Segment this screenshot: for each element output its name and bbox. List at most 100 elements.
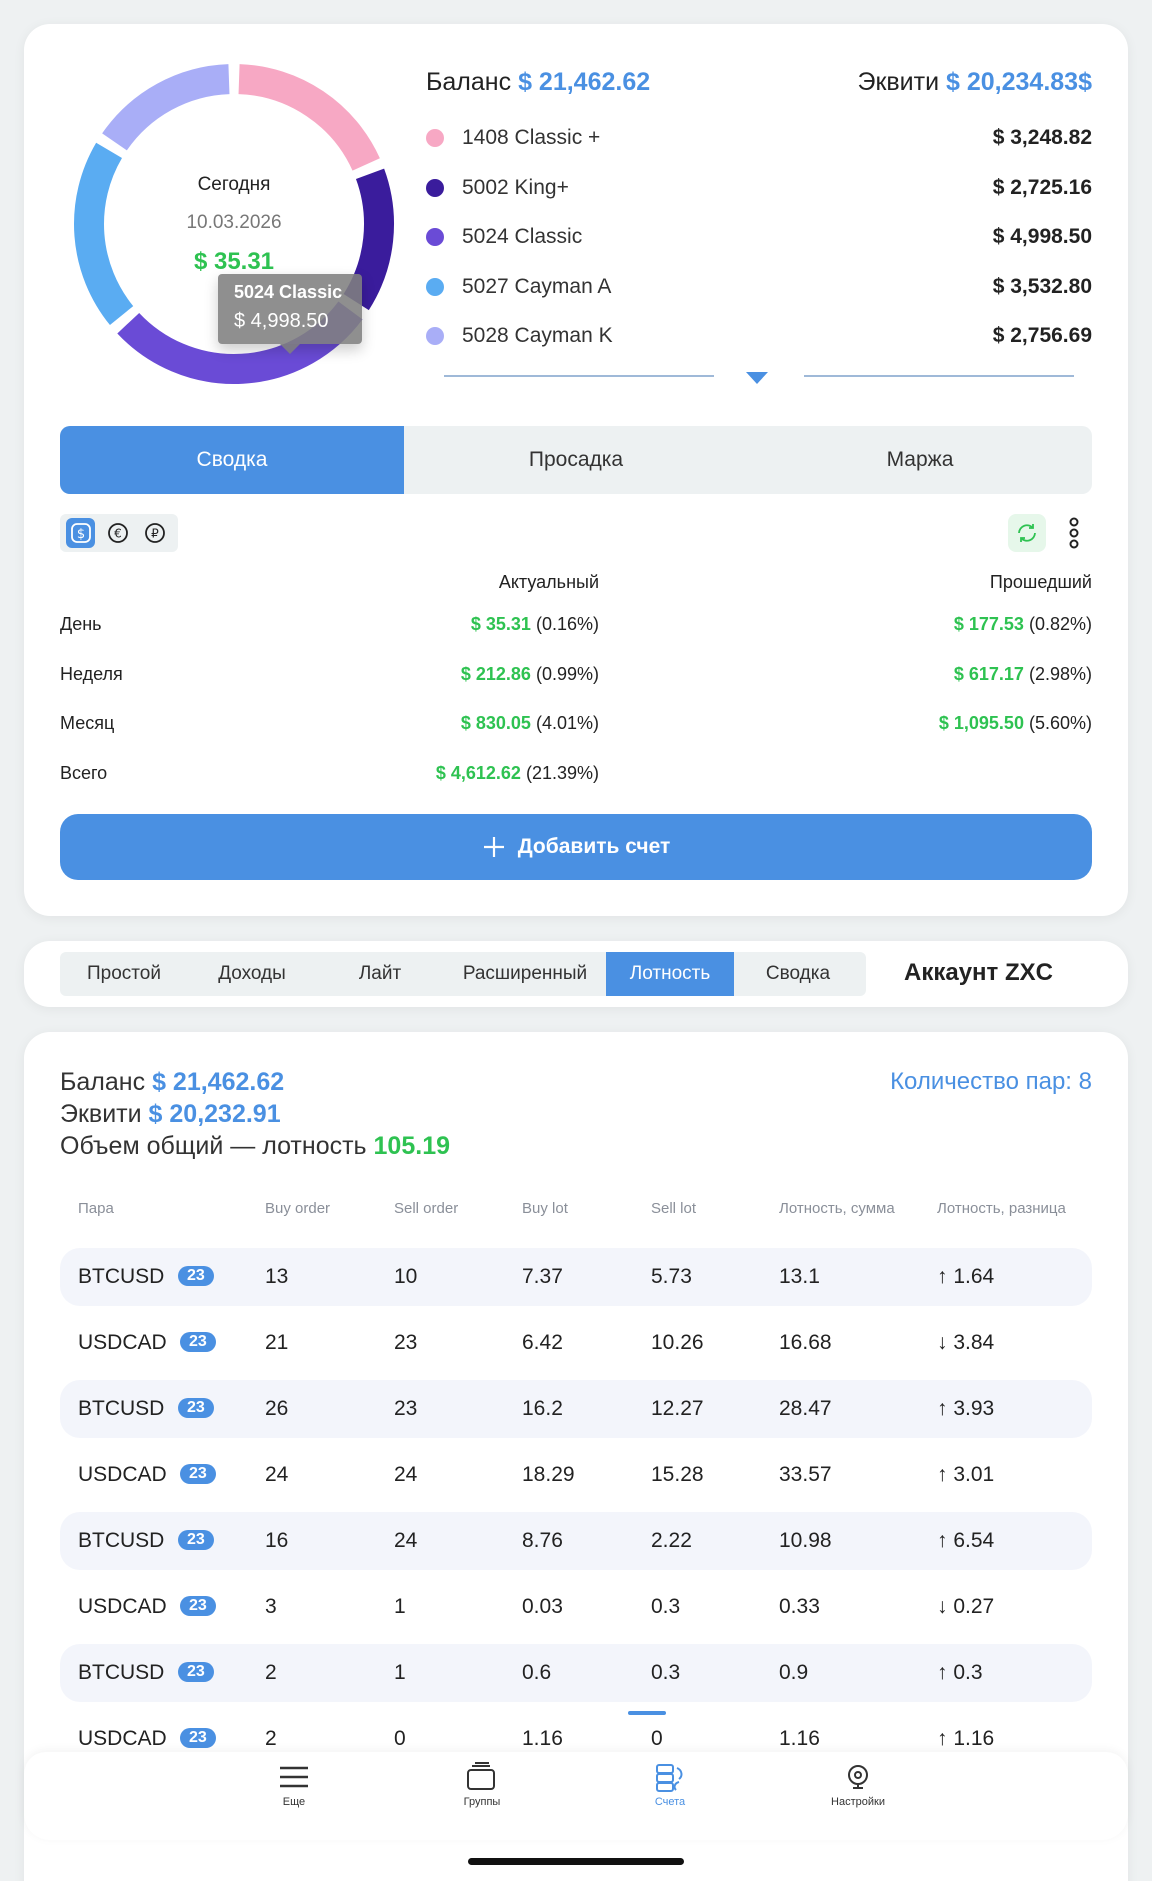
summary-tabs: Сводка Просадка Маржа [60, 426, 1092, 494]
pair-name: BTCUSD [78, 1265, 165, 1288]
table-row[interactable]: BTCUSD 23 26 23 16.2 12.27 28.47 ↑ 3.93 [60, 1380, 1092, 1438]
donut-slice[interactable] [74, 142, 134, 326]
refresh-icon[interactable] [1008, 514, 1046, 552]
column-header: Buy lot [522, 1200, 568, 1217]
expand-caret-icon[interactable] [746, 372, 768, 384]
lots-equity: Эквити $ 20,232.91 [60, 1100, 281, 1129]
cell-diff: ↓ 3.84 [937, 1331, 995, 1354]
cell-sell-lot: 2.22 [651, 1529, 692, 1552]
account-color-dot [426, 178, 444, 197]
column-header: Лотность, разница [937, 1200, 1066, 1217]
pairs-count[interactable]: Количество пар: 8 [890, 1068, 1092, 1095]
cell-buy-lot: 6.42 [522, 1331, 563, 1354]
summary-card: Сегодня 10.03.2026 $ 35.31 5024 Classic … [24, 24, 1128, 916]
table-row[interactable]: USDCAD 23 2 0 1.16 0 1.16 ↑ 1.16 [60, 1710, 1092, 1768]
stat-current-pct: (4.01%) [535, 713, 599, 733]
nav-label: Еще [282, 1796, 306, 1808]
stat-previous-pct: (2.98%) [1028, 663, 1092, 684]
nav-item-accounts[interactable]: Счета [610, 1762, 730, 1808]
account-row[interactable]: 5024 Classic $ 4,998.50 [426, 217, 1092, 257]
bottom-nav: Еще Группы Счета Настройки [24, 1752, 1128, 1840]
account-amount: $ 3,532.80 [992, 274, 1092, 298]
cell-buy-order: 13 [265, 1265, 289, 1288]
nav-item-menu[interactable]: Еще [234, 1762, 354, 1808]
pair-badge: 23 [180, 1464, 216, 1484]
cell-diff: ↑ 1.64 [937, 1265, 995, 1288]
divider-right [804, 375, 1074, 377]
stat-current-pct: (0.99%) [535, 663, 599, 684]
cell-sell-lot: 15.28 [651, 1463, 704, 1486]
table-row[interactable]: USDCAD 23 21 23 6.42 10.26 16.68 ↓ 3.84 [60, 1314, 1092, 1372]
cell-buy-lot: 8.76 [522, 1529, 563, 1552]
equity-header: Эквити $ 20,234.83$ [857, 68, 1092, 97]
nav-item-settings[interactable]: Настройки [798, 1762, 918, 1808]
stat-current-amount: $ 830.05 [460, 713, 531, 733]
scroll-indicator [628, 1711, 666, 1715]
table-row[interactable]: USDCAD 23 24 24 18.29 15.28 33.57 ↑ 3.01 [60, 1446, 1092, 1504]
stat-previous-pct: (0.82%) [1028, 614, 1092, 634]
euro-icon[interactable]: € [103, 518, 132, 548]
more-vertical-icon[interactable] [1064, 514, 1084, 552]
cell-diff: ↑ 6.54 [937, 1529, 995, 1552]
add-account-button[interactable]: Добавить счет [60, 814, 1092, 880]
tab-margin[interactable]: Маржа [886, 448, 954, 471]
cell-diff: ↑ 1.16 [937, 1727, 995, 1750]
cell-sum: 28.47 [779, 1397, 832, 1420]
donut-slice[interactable] [343, 168, 394, 311]
col-current-header: Актуальный [498, 572, 599, 592]
donut-slice[interactable] [102, 64, 230, 151]
table-row[interactable]: BTCUSD 23 16 24 8.76 2.22 10.98 ↑ 6.54 [60, 1512, 1092, 1570]
dollar-icon[interactable]: $ [66, 518, 96, 548]
tab-simple[interactable]: Простой [87, 963, 161, 984]
add-account-label: Добавить счет [517, 835, 671, 858]
lots-balance: Баланс $ 21,462.62 [60, 1068, 284, 1097]
tab-summary[interactable]: Сводка [765, 963, 831, 984]
cell-diff: ↑ 0.3 [937, 1661, 983, 1684]
pair-name: USDCAD [78, 1595, 167, 1618]
stat-previous-amount: $ 177.53 [953, 614, 1024, 634]
stat-current-pct: (21.39%) [525, 762, 599, 783]
tab-lite[interactable]: Лайт [358, 963, 402, 984]
ruble-icon[interactable]: ₽ [141, 518, 170, 548]
cell-sell-order: 0 [394, 1727, 406, 1750]
cell-sell-order: 1 [394, 1661, 406, 1684]
tab-extended[interactable]: Расширенный [462, 963, 588, 984]
account-color-dot [426, 129, 444, 147]
account-row[interactable]: 5028 Cayman K $ 2,756.69 [426, 316, 1092, 356]
settings-icon [798, 1762, 918, 1792]
tab-drawdown[interactable]: Просадка [528, 448, 624, 471]
tab-income[interactable]: Доходы [218, 963, 286, 984]
account-name: 5028 Cayman K [462, 324, 613, 347]
view-tabs: Простой Доходы Лайт Расширенный Лотность Свод… [60, 952, 866, 996]
donut-slice[interactable] [238, 64, 380, 171]
column-header: Лотность, сумма [779, 1200, 895, 1217]
svg-text:₽: ₽ [151, 527, 159, 541]
plus-icon [483, 837, 504, 857]
tab-summary[interactable]: Сводка [60, 426, 404, 494]
account-color-dot [426, 327, 444, 345]
nav-item-folders[interactable]: Группы [422, 1762, 542, 1808]
cell-buy-lot: 18.29 [522, 1463, 575, 1486]
svg-text:€: € [114, 527, 122, 541]
tab-lots[interactable]: Лотность [606, 952, 734, 996]
cell-sell-lot: 0.3 [651, 1595, 681, 1618]
table-row[interactable]: BTCUSD 23 2 1 0.6 0.3 0.9 ↑ 0.3 [60, 1644, 1092, 1702]
lots-equity-label: Эквити [60, 1100, 142, 1128]
stat-previous: $ 1,095.50 (5.60%) [804, 713, 1092, 734]
account-row[interactable]: 5002 King+ $ 2,725.16 [426, 168, 1092, 208]
col-previous-header: Прошедший [989, 572, 1092, 592]
table-row[interactable]: USDCAD 23 3 1 0.03 0.3 0.33 ↓ 0.27 [60, 1578, 1092, 1636]
table-row[interactable]: BTCUSD 23 13 10 7.37 5.73 13.1 ↑ 1.64 [60, 1248, 1092, 1306]
lots-volume-value: 105.19 [373, 1132, 450, 1160]
pair-badge: 23 [180, 1728, 216, 1748]
account-row[interactable]: 1408 Classic + $ 3,248.82 [426, 118, 1092, 158]
account-amount: $ 4,998.50 [992, 225, 1092, 248]
stat-current: $ 35.31 (0.16%) [324, 614, 599, 635]
pair-badge: 23 [178, 1530, 214, 1550]
cell-buy-lot: 16.2 [522, 1397, 563, 1420]
account-row[interactable]: 5027 Cayman A $ 3,532.80 [426, 267, 1092, 307]
cell-sell-order: 23 [394, 1331, 418, 1354]
stat-current-amount: $ 4,612.62 [435, 762, 521, 783]
svg-text:$: $ [77, 527, 85, 542]
cell-diff: ↑ 3.01 [937, 1463, 995, 1486]
